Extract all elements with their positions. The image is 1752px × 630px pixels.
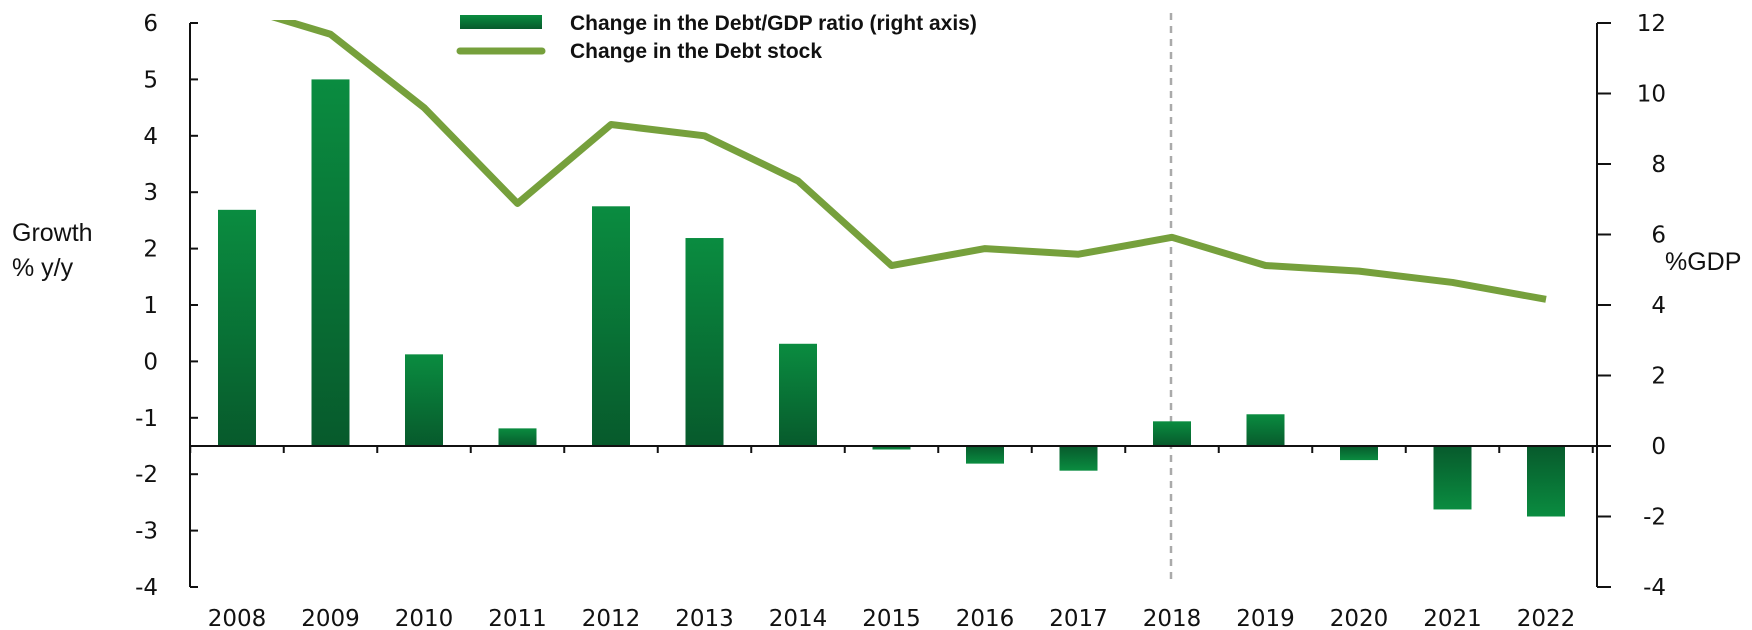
bar-2012 (592, 206, 630, 446)
left-tick-label-0: 0 (143, 349, 158, 375)
bar-2008 (218, 209, 256, 446)
bar-2013 (685, 238, 724, 446)
left-tick-label-4: 4 (143, 124, 158, 150)
left-tick-label--4: -4 (135, 575, 158, 601)
left-tick-label-6: 6 (143, 11, 158, 37)
left-tick-label-5: 5 (143, 67, 158, 93)
bar-2017 (1059, 446, 1098, 471)
right-axis-title: %GDP (1665, 248, 1741, 276)
x-tick-label-2010: 2010 (395, 606, 454, 630)
x-tick-label-2013: 2013 (675, 606, 734, 630)
x-tick-label-2014: 2014 (769, 606, 828, 630)
bar-2014 (779, 343, 817, 446)
legend-bar-swatch (460, 15, 542, 29)
left-tick-label--3: -3 (135, 519, 158, 545)
series-line-debt-stock (271, 20, 1547, 303)
bar-2016 (966, 446, 1004, 464)
bars-layer (218, 79, 1565, 517)
right-tick-label-0: 0 (1651, 434, 1666, 460)
bar-2020 (1340, 446, 1378, 461)
right-tick-label-8: 8 (1651, 152, 1666, 178)
right-tick-label-2: 2 (1651, 364, 1666, 390)
bar-2011 (498, 428, 537, 446)
line-layer (271, 20, 1547, 303)
right-tick-label--2: -2 (1643, 505, 1666, 531)
bar-2009 (311, 79, 350, 447)
bar-2019 (1246, 414, 1285, 446)
x-tick-label-2017: 2017 (1049, 606, 1108, 630)
x-tick-label-2020: 2020 (1330, 606, 1389, 630)
left-tick-label--1: -1 (135, 406, 158, 432)
x-tick-label-2018: 2018 (1143, 606, 1202, 630)
bar-2021 (1433, 446, 1472, 510)
x-tick-label-2022: 2022 (1517, 606, 1576, 630)
bar-2022 (1527, 446, 1565, 517)
right-tick-label-4: 4 (1651, 293, 1666, 319)
left-tick-label-3: 3 (143, 180, 158, 206)
x-tick-label-2011: 2011 (488, 606, 547, 630)
x-tick-label-2015: 2015 (862, 606, 921, 630)
x-tick-label-2009: 2009 (301, 606, 360, 630)
right-tick-label-6: 6 (1651, 223, 1666, 249)
left-axis-title-line1: Growth (12, 219, 93, 247)
right-tick-label-12: 12 (1637, 11, 1666, 37)
legend-bar-label: Change in the Debt/GDP ratio (right axis… (570, 12, 977, 35)
left-tick-label-1: 1 (143, 293, 158, 319)
x-tick-label-2008: 2008 (208, 606, 267, 630)
bar-2018 (1153, 421, 1191, 446)
right-tick-label--4: -4 (1643, 575, 1666, 601)
left-tick-label-2: 2 (143, 237, 158, 263)
x-tick-label-2012: 2012 (582, 606, 641, 630)
bar-2010 (405, 354, 443, 446)
bar-2015 (872, 446, 911, 450)
legend-line-label: Change in the Debt stock (570, 40, 822, 63)
x-tick-label-2019: 2019 (1236, 606, 1295, 630)
x-tick-label-2021: 2021 (1423, 606, 1482, 630)
left-axis-title-line2: % y/y (12, 254, 74, 282)
legend: Change in the Debt/GDP ratio (right axis… (456, 12, 977, 63)
right-tick-label-10: 10 (1637, 82, 1666, 108)
x-tick-label-2016: 2016 (956, 606, 1015, 630)
left-tick-label--2: -2 (135, 462, 158, 488)
